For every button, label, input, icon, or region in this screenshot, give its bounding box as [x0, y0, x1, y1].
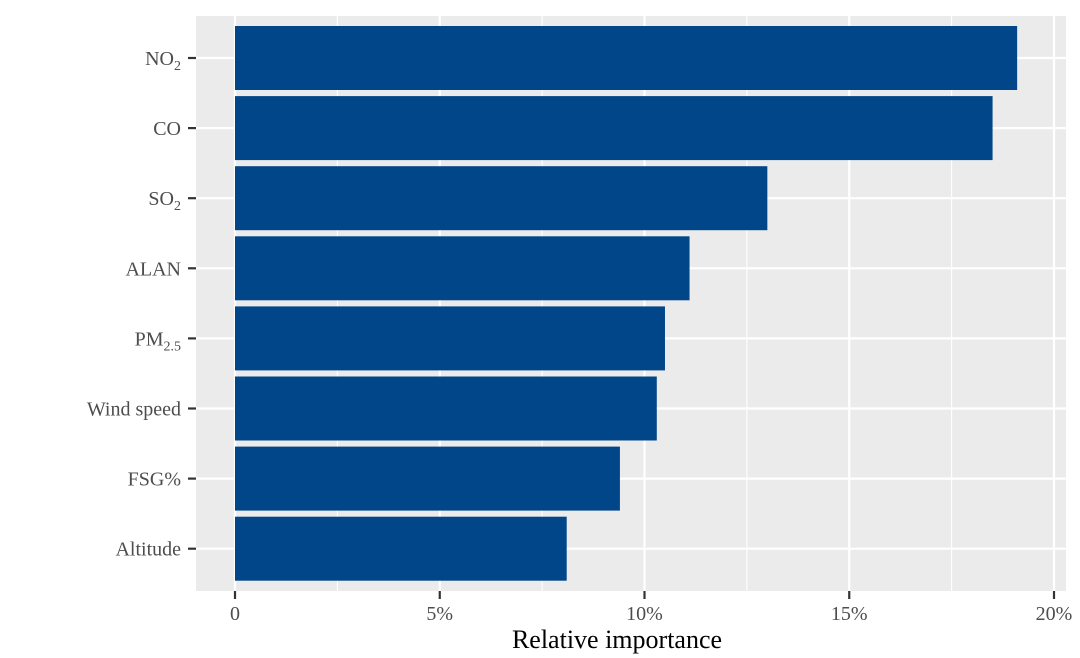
y-tick-label: CO [153, 118, 181, 140]
y-tick-label: Wind speed [87, 399, 181, 421]
x-axis-title: Relative importance [512, 625, 722, 654]
x-tick-label: 20% [1036, 603, 1073, 625]
x-tick-label: 5% [426, 603, 453, 625]
bars [235, 26, 1018, 581]
y-axis: NO2 CO SO2 ALAN PM2.5 Wind speed FSG% Altitude [87, 48, 196, 561]
y-tick-label: Altitude [115, 539, 181, 561]
bar [235, 446, 620, 511]
y-tick-label: NO2 [145, 48, 181, 74]
bar [235, 306, 665, 371]
y-tick-label: FSG% [128, 469, 181, 491]
bar [235, 96, 993, 161]
bar [235, 376, 657, 441]
bar [235, 26, 1018, 90]
x-tick-label: 15% [831, 603, 868, 625]
bar [235, 236, 690, 301]
bar [235, 166, 768, 231]
x-axis: 0 5% 10% 15% 20% [230, 591, 1072, 625]
x-tick-label: 10% [626, 603, 663, 625]
y-tick-label: SO2 [148, 188, 181, 214]
bar [235, 516, 567, 581]
y-tick-label: PM2.5 [135, 328, 181, 354]
x-tick-label: 0 [230, 603, 240, 625]
y-tick-label: ALAN [125, 258, 181, 280]
